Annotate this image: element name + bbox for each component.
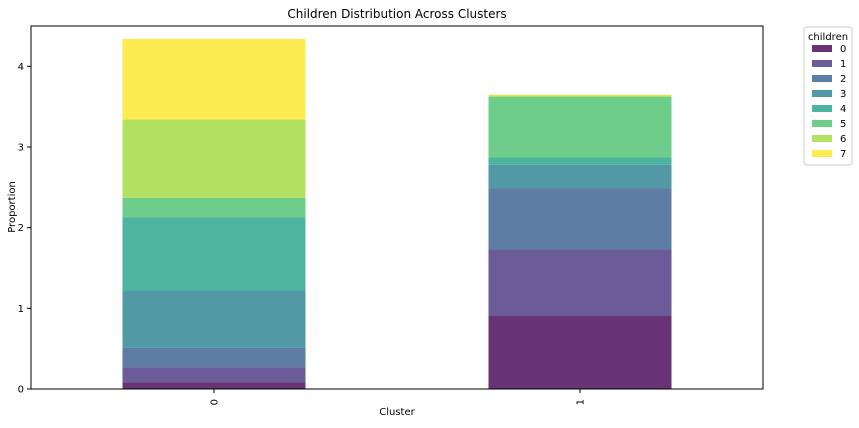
legend-label: 0 [840, 44, 846, 55]
bar-segment-cluster-1-children-3 [488, 164, 672, 189]
legend-label: 7 [840, 149, 846, 160]
y-tick-label: 4 [18, 62, 24, 73]
bar-segment-cluster-1-children-4 [488, 157, 672, 165]
bar-segment-cluster-1-children-7 [488, 94, 672, 96]
legend-label: 2 [840, 74, 846, 85]
y-axis-label: Proportion [7, 181, 18, 233]
bar-segment-cluster-1-children-0 [488, 315, 672, 389]
bar-segment-cluster-0-children-4 [122, 217, 306, 291]
legend-swatch [812, 120, 832, 127]
x-axis-label: Cluster [379, 407, 415, 418]
legend-items: 0 1 2 3 4 5 6 7 [812, 44, 846, 160]
bar-segment-cluster-1-children-6 [488, 95, 672, 97]
y-axis: 0 1 2 3 4 [18, 62, 31, 396]
legend-label: 5 [840, 119, 846, 130]
chart-title: Children Distribution Across Clusters [287, 7, 506, 21]
x-tick-label: 1 [576, 399, 587, 405]
legend: children 0 1 2 3 4 5 6 7 [803, 26, 853, 166]
bar-segment-cluster-0-children-6 [122, 119, 306, 198]
legend-label: 4 [840, 104, 846, 115]
legend-swatch [812, 135, 832, 142]
legend-swatch [812, 150, 832, 157]
bar-segment-cluster-0-children-2 [122, 347, 306, 368]
bar-segment-cluster-1-children-1 [488, 249, 672, 316]
legend-swatch [812, 75, 832, 82]
x-tick-label: 0 [210, 399, 221, 405]
bar-segment-cluster-0-children-0 [122, 382, 306, 389]
y-tick-label: 2 [18, 223, 24, 234]
legend-title: children [808, 32, 848, 43]
bar-segment-cluster-1-children-5 [488, 96, 672, 158]
legend-swatch [812, 90, 832, 97]
plot-frame [30, 25, 764, 390]
bar-segment-cluster-0-children-7 [122, 38, 306, 120]
legend-label: 1 [840, 59, 846, 70]
legend-swatch [812, 60, 832, 67]
y-tick-label: 0 [18, 385, 24, 396]
bars-layer [122, 38, 672, 389]
bar-segment-cluster-1-children-2 [488, 188, 672, 250]
legend-swatch [812, 105, 832, 112]
y-tick-label: 1 [18, 304, 24, 315]
bar-segment-cluster-0-children-1 [122, 367, 306, 383]
bar-segment-cluster-0-children-5 [122, 197, 306, 218]
legend-swatch [812, 45, 832, 52]
bar-segment-cluster-0-children-3 [122, 290, 306, 348]
legend-label: 3 [840, 89, 846, 100]
legend-label: 6 [840, 134, 846, 145]
y-tick-label: 3 [18, 143, 24, 154]
